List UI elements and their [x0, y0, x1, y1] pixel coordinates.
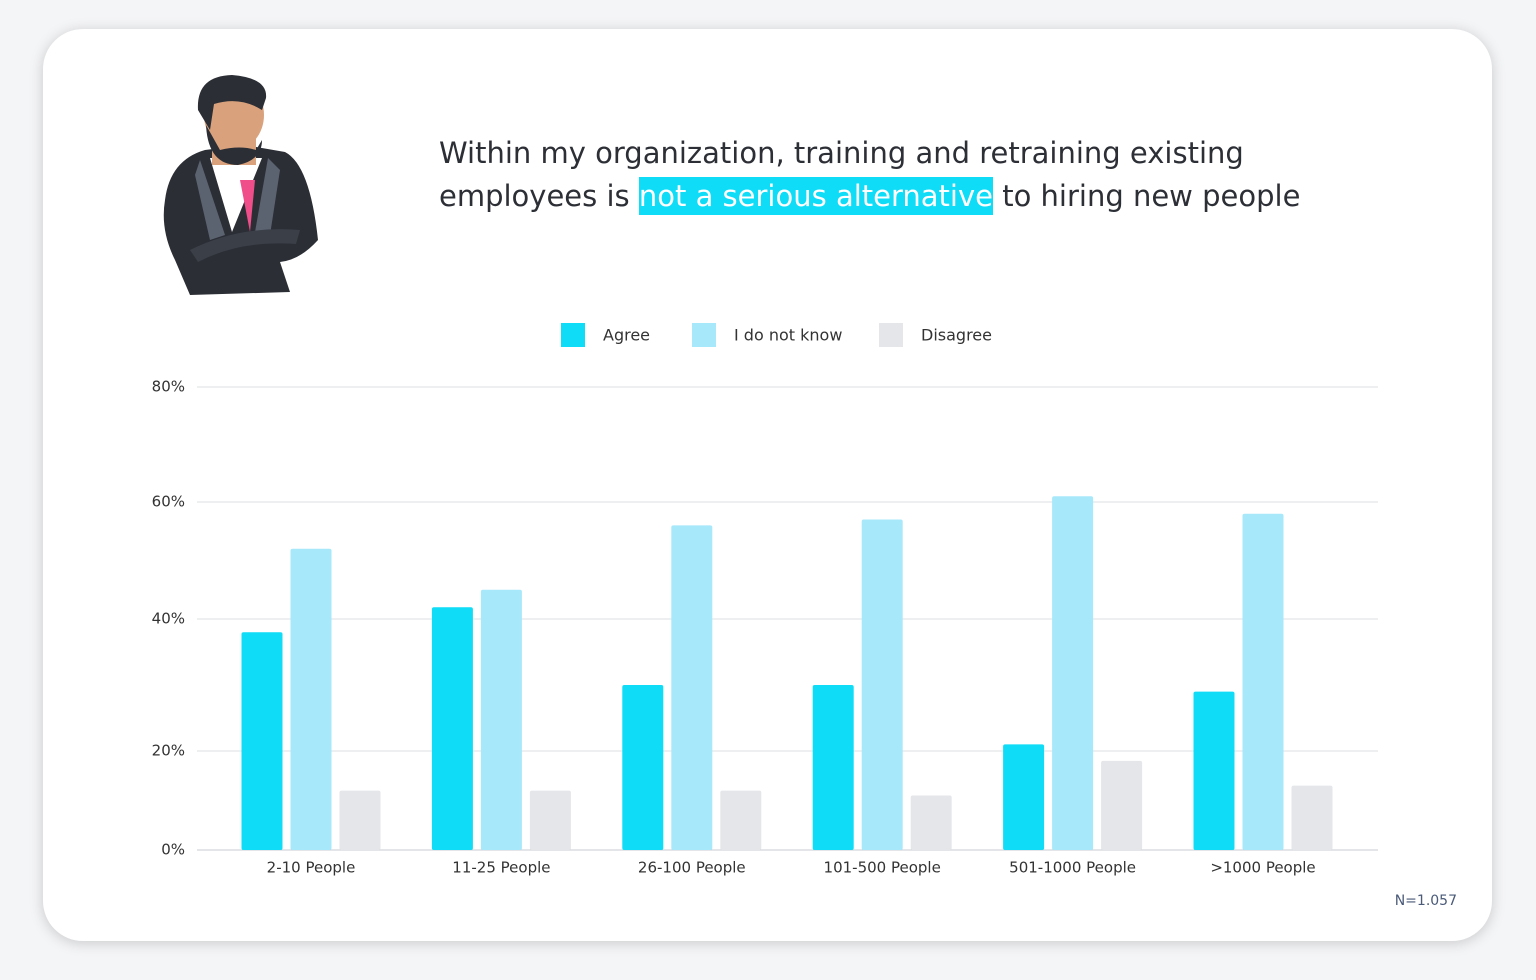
x-tick-label: 2-10 People [267, 859, 356, 877]
bar [1193, 691, 1235, 850]
bar [241, 632, 283, 850]
x-tick-label: 101-500 People [824, 859, 941, 877]
bar [339, 790, 381, 850]
person-illustration [163, 75, 318, 295]
bar [861, 519, 903, 850]
bar [812, 685, 854, 850]
bar [720, 790, 762, 850]
title-highlight: not a serious alternative [638, 177, 993, 215]
bar [529, 790, 571, 850]
legend-swatch [692, 323, 716, 347]
bar [431, 607, 473, 850]
title-line: employees is [439, 179, 639, 213]
bar [671, 525, 713, 850]
title-line: to hiring new people [992, 179, 1301, 213]
bar [1242, 513, 1284, 850]
title-line: Within my organization, training and ret… [439, 136, 1244, 170]
sample-size-note: N=1.057 [1395, 893, 1457, 909]
bar [1003, 744, 1045, 850]
legend-swatch [561, 323, 585, 347]
y-tick-label: 40% [152, 610, 185, 628]
y-tick-label: 0% [161, 841, 185, 859]
bar [1052, 496, 1094, 850]
y-tick-label: 80% [152, 378, 185, 396]
bar [290, 548, 332, 850]
bar [1101, 760, 1143, 850]
legend-label: I do not know [734, 326, 842, 345]
bar [1291, 785, 1333, 850]
x-tick-label: 501-1000 People [1009, 859, 1136, 877]
legend-swatch [879, 323, 903, 347]
legend-label: Agree [603, 326, 650, 345]
x-tick-label: >1000 People [1210, 859, 1315, 877]
chart-title: Within my organization, training and ret… [439, 132, 1300, 218]
bar [910, 795, 952, 850]
legend-label: Disagree [921, 326, 992, 345]
x-tick-label: 11-25 People [452, 859, 550, 877]
y-tick-label: 20% [152, 742, 185, 760]
x-tick-label: 26-100 People [638, 859, 746, 877]
bar [480, 589, 522, 850]
bar [622, 685, 664, 850]
y-tick-label: 60% [152, 493, 185, 511]
